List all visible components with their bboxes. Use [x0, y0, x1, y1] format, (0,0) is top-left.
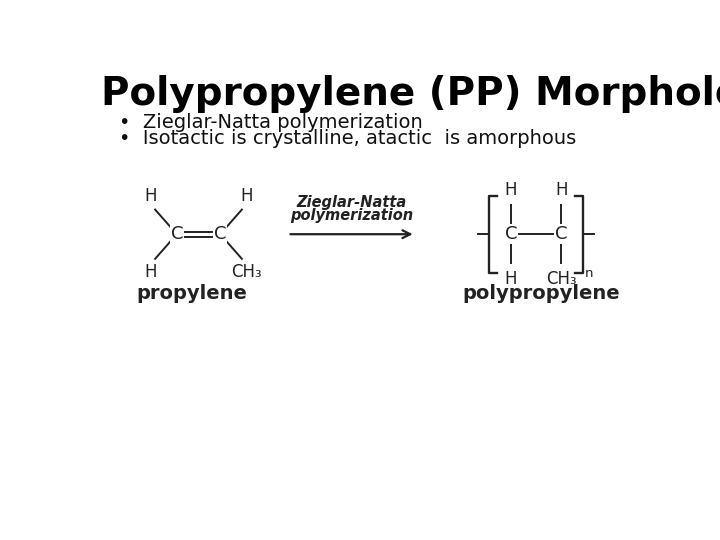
Text: C: C — [171, 225, 183, 243]
Text: C: C — [214, 225, 227, 243]
Text: H: H — [555, 181, 567, 199]
Text: •  Zieglar-Natta polymerization: • Zieglar-Natta polymerization — [120, 112, 423, 132]
Text: C: C — [555, 225, 567, 243]
Text: polypropylene: polypropylene — [462, 284, 620, 303]
Text: Zieglar-Natta: Zieglar-Natta — [297, 194, 407, 210]
Text: Polypropylene (PP) Morphology: Polypropylene (PP) Morphology — [101, 75, 720, 113]
Text: H: H — [144, 187, 157, 205]
Text: •  Isotactic is crystalline, atactic  is amorphous: • Isotactic is crystalline, atactic is a… — [120, 129, 577, 148]
Text: propylene: propylene — [137, 284, 248, 303]
Text: C: C — [505, 225, 517, 243]
Text: H: H — [505, 269, 517, 288]
Text: H: H — [144, 264, 157, 281]
Text: polymerization: polymerization — [290, 208, 413, 222]
Text: CH₃: CH₃ — [546, 269, 577, 288]
Text: CH₃: CH₃ — [231, 264, 262, 281]
Text: n: n — [585, 267, 594, 280]
Text: H: H — [505, 181, 517, 199]
Text: H: H — [240, 187, 253, 205]
